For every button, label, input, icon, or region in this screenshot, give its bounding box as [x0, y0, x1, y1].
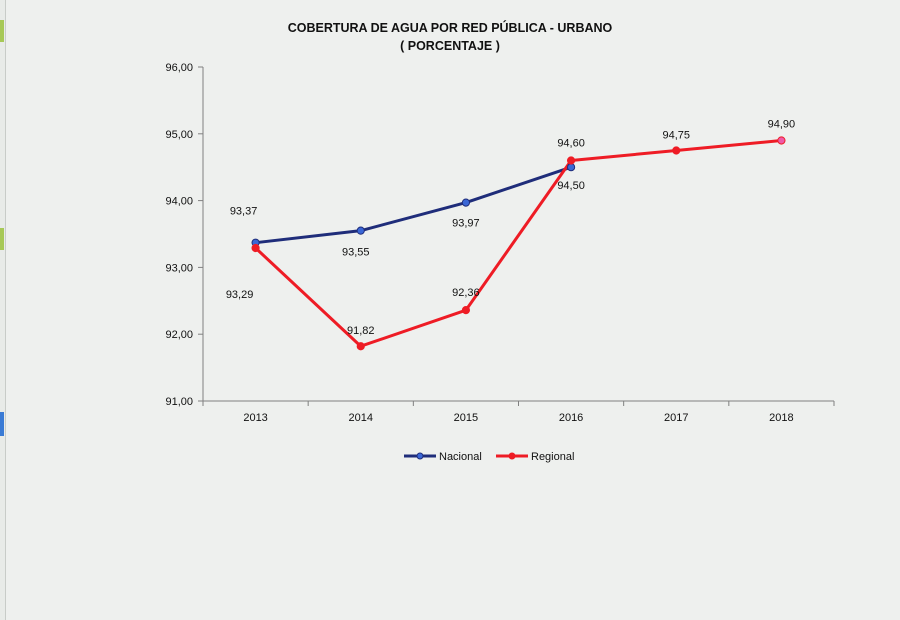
legend-marker-nacional [416, 452, 424, 460]
data-label-regional: 94,90 [768, 118, 796, 130]
x-tick-label: 2015 [454, 412, 478, 424]
data-label-nacional: 93,55 [342, 247, 370, 259]
chart-title: COBERTURA DE AGUA POR RED PÚBLICA - URBA… [287, 21, 613, 35]
series-line-regional [254, 138, 782, 348]
data-point-nacional [461, 198, 471, 207]
edge-marker-blue [0, 412, 4, 436]
data-label-nacional: 93,37 [230, 206, 258, 218]
x-tick-label: 2013 [243, 412, 267, 424]
data-point-regional [777, 136, 786, 145]
data-label-nacional: 94,50 [557, 180, 585, 192]
x-tick-label: 2016 [559, 412, 583, 424]
data-point-regional [251, 243, 260, 253]
y-tick-label: 93,00 [165, 262, 193, 274]
legend-label-nacional: Nacional [439, 451, 482, 463]
data-label-regional: 94,75 [662, 130, 690, 142]
data-label-regional: 92,36 [452, 287, 480, 299]
x-tick-label: 2018 [769, 412, 793, 424]
y-tick-label: 94,00 [165, 196, 193, 208]
x-tick-label: 2017 [664, 412, 688, 424]
data-label-regional: 93,29 [226, 289, 254, 301]
y-tick-label: 96,00 [165, 62, 193, 74]
data-point-nacional [566, 163, 576, 172]
data-label-regional: 94,60 [557, 138, 585, 150]
y-tick-label: 91,00 [165, 396, 193, 408]
data-label-regional: 91,82 [347, 325, 375, 337]
data-point-regional [461, 306, 471, 315]
chart-subtitle: ( PORCENTAJE ) [400, 39, 500, 53]
data-point-regional [566, 156, 576, 165]
edge-marker-green [0, 228, 4, 250]
data-point-regional [672, 146, 681, 155]
y-tick-label: 92,00 [165, 329, 193, 341]
series-line-nacional [255, 165, 572, 245]
edge-marker-green [0, 20, 4, 42]
legend-label-regional: Regional [531, 451, 574, 463]
legend-marker-regional [508, 452, 516, 460]
window-left-edge [0, 0, 6, 620]
data-point-regional [356, 342, 365, 351]
data-point-nacional [356, 226, 365, 235]
y-tick-label: 95,00 [165, 129, 193, 141]
x-tick-label: 2014 [349, 412, 373, 424]
data-label-nacional: 93,97 [452, 218, 480, 230]
